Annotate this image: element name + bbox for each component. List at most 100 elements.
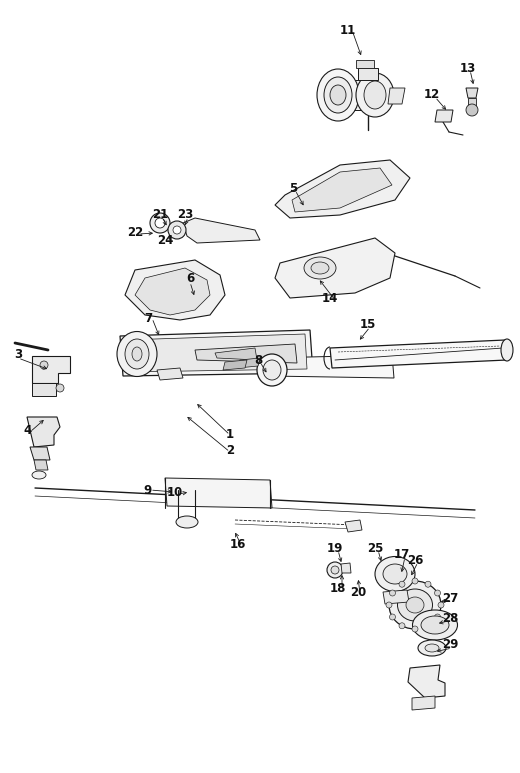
Circle shape <box>173 226 181 234</box>
Circle shape <box>331 566 339 574</box>
Ellipse shape <box>32 471 46 479</box>
Ellipse shape <box>311 262 329 274</box>
Ellipse shape <box>412 610 458 640</box>
Text: 25: 25 <box>367 542 383 554</box>
Circle shape <box>155 218 165 228</box>
Polygon shape <box>345 520 362 532</box>
Polygon shape <box>27 417 60 447</box>
Circle shape <box>386 602 392 608</box>
Circle shape <box>438 602 444 608</box>
Text: 1: 1 <box>226 428 234 441</box>
Polygon shape <box>412 696 435 710</box>
Polygon shape <box>165 478 272 508</box>
Circle shape <box>40 361 48 369</box>
Text: 14: 14 <box>322 291 338 305</box>
Text: 27: 27 <box>442 591 458 604</box>
Ellipse shape <box>317 69 359 121</box>
Ellipse shape <box>421 616 449 634</box>
Ellipse shape <box>383 564 407 584</box>
Polygon shape <box>435 110 453 122</box>
Ellipse shape <box>263 360 281 380</box>
Ellipse shape <box>132 347 142 361</box>
Ellipse shape <box>324 77 352 113</box>
Polygon shape <box>341 563 351 573</box>
Circle shape <box>466 104 478 116</box>
Polygon shape <box>466 88 478 98</box>
Polygon shape <box>34 460 48 470</box>
Text: 11: 11 <box>340 23 356 36</box>
Circle shape <box>399 581 405 587</box>
Circle shape <box>56 384 64 392</box>
Ellipse shape <box>176 516 198 528</box>
Ellipse shape <box>406 597 424 613</box>
Text: 10: 10 <box>167 486 183 499</box>
Circle shape <box>425 623 431 628</box>
Polygon shape <box>388 88 405 104</box>
Ellipse shape <box>389 581 441 629</box>
Circle shape <box>327 562 343 578</box>
Polygon shape <box>30 447 50 460</box>
Text: 29: 29 <box>442 638 458 652</box>
Polygon shape <box>358 68 378 80</box>
Ellipse shape <box>330 85 346 105</box>
Circle shape <box>435 614 440 620</box>
Text: 13: 13 <box>460 62 476 74</box>
Ellipse shape <box>418 640 446 656</box>
Text: 12: 12 <box>424 88 440 101</box>
Text: 16: 16 <box>230 539 246 551</box>
Circle shape <box>168 221 186 239</box>
Text: 7: 7 <box>144 312 152 325</box>
Polygon shape <box>356 60 374 68</box>
Text: 9: 9 <box>144 483 152 496</box>
Text: 4: 4 <box>24 424 32 437</box>
Circle shape <box>412 626 418 632</box>
Text: 17: 17 <box>394 549 410 561</box>
Polygon shape <box>468 98 476 106</box>
Circle shape <box>150 213 170 233</box>
Text: 3: 3 <box>14 349 22 362</box>
Polygon shape <box>275 238 395 298</box>
Ellipse shape <box>125 339 149 369</box>
Polygon shape <box>383 590 409 604</box>
Polygon shape <box>330 340 507 368</box>
Text: 15: 15 <box>360 318 376 332</box>
Ellipse shape <box>304 257 336 279</box>
Circle shape <box>389 590 396 596</box>
Circle shape <box>399 623 405 628</box>
Text: 24: 24 <box>157 233 173 247</box>
Polygon shape <box>238 358 260 368</box>
Polygon shape <box>135 268 210 315</box>
Text: 6: 6 <box>186 271 194 284</box>
Polygon shape <box>275 160 410 218</box>
Text: 5: 5 <box>289 182 297 195</box>
Polygon shape <box>195 344 297 363</box>
Polygon shape <box>125 334 307 372</box>
Text: 8: 8 <box>254 353 262 366</box>
Polygon shape <box>223 360 247 370</box>
Ellipse shape <box>117 332 157 376</box>
Text: 22: 22 <box>127 226 143 239</box>
Ellipse shape <box>257 354 287 386</box>
Text: 28: 28 <box>442 611 458 625</box>
Text: 23: 23 <box>177 209 193 222</box>
Circle shape <box>389 614 396 620</box>
Polygon shape <box>292 168 392 212</box>
Ellipse shape <box>375 557 415 591</box>
Text: 18: 18 <box>330 581 346 594</box>
Polygon shape <box>120 330 313 376</box>
Ellipse shape <box>356 73 394 117</box>
Circle shape <box>412 578 418 584</box>
Ellipse shape <box>425 644 439 652</box>
Polygon shape <box>32 356 70 383</box>
Circle shape <box>435 590 440 596</box>
Text: 26: 26 <box>407 553 423 567</box>
Ellipse shape <box>364 81 386 109</box>
Text: 2: 2 <box>226 444 234 457</box>
Text: 21: 21 <box>152 209 168 222</box>
Polygon shape <box>215 348 257 360</box>
Polygon shape <box>408 665 445 698</box>
Text: 19: 19 <box>327 542 343 554</box>
Circle shape <box>425 581 431 587</box>
Ellipse shape <box>501 339 513 361</box>
Polygon shape <box>183 218 260 243</box>
